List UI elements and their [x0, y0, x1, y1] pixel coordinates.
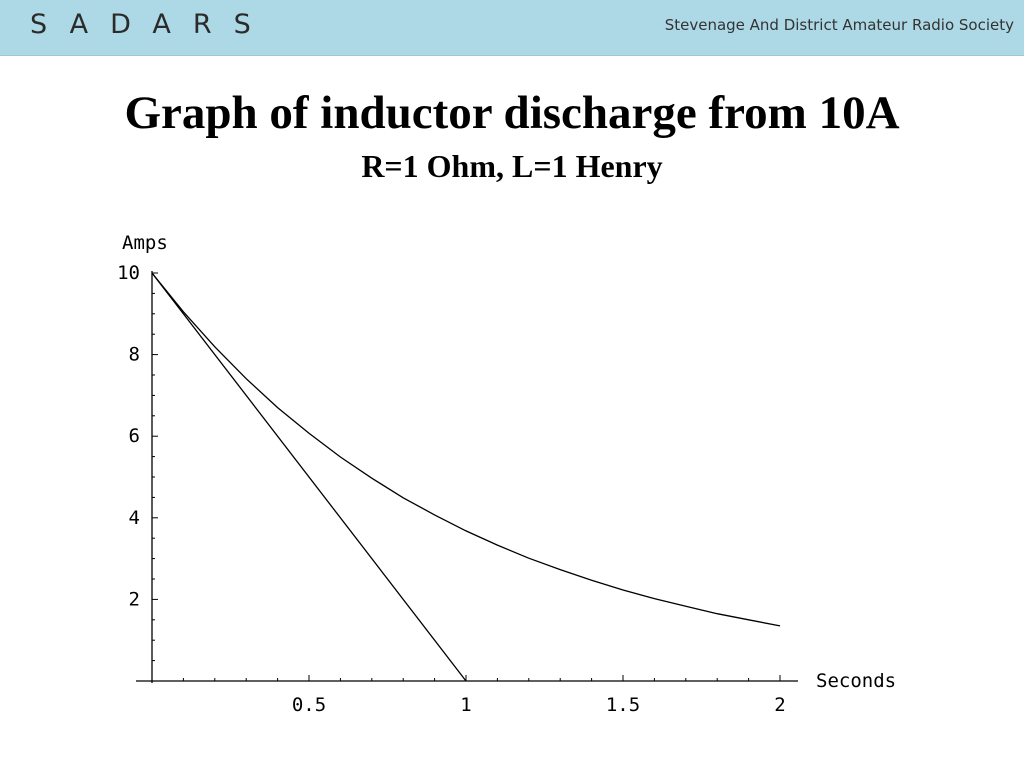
- y-tick-label: 8: [129, 344, 140, 366]
- chart-minor-ticks: [152, 272, 781, 681]
- society-name: Stevenage And District Amateur Radio Soc…: [664, 16, 1014, 34]
- y-tick-label: 2: [129, 588, 140, 610]
- series-line: [151, 272, 467, 682]
- x-tick-label: 0.5: [292, 694, 326, 716]
- slide-subtitle: R=1 Ohm, L=1 Henry: [361, 148, 663, 184]
- x-tick-label: 2: [774, 694, 785, 716]
- y-tick-label: 4: [129, 507, 140, 529]
- series-line: [151, 272, 781, 627]
- sadars-logo: SADARS: [30, 9, 273, 40]
- y-tick-label: 10: [117, 262, 140, 284]
- y-tick-label: 6: [129, 425, 140, 447]
- slide-title: Graph of inductor discharge from 10A: [124, 87, 900, 139]
- chart-axes: [136, 271, 798, 683]
- header-banner: SADARS Stevenage And District Amateur Ra…: [0, 0, 1024, 56]
- y-axis-label: Amps: [122, 232, 168, 254]
- x-tick-label: 1.5: [606, 694, 640, 716]
- x-tick-label: 1: [460, 694, 471, 716]
- x-axis-label: Seconds: [816, 670, 896, 692]
- chart-tick-labels: 0.5 1 1.5 2 2 4 6 8 10: [117, 262, 786, 716]
- chart-series: [151, 272, 781, 682]
